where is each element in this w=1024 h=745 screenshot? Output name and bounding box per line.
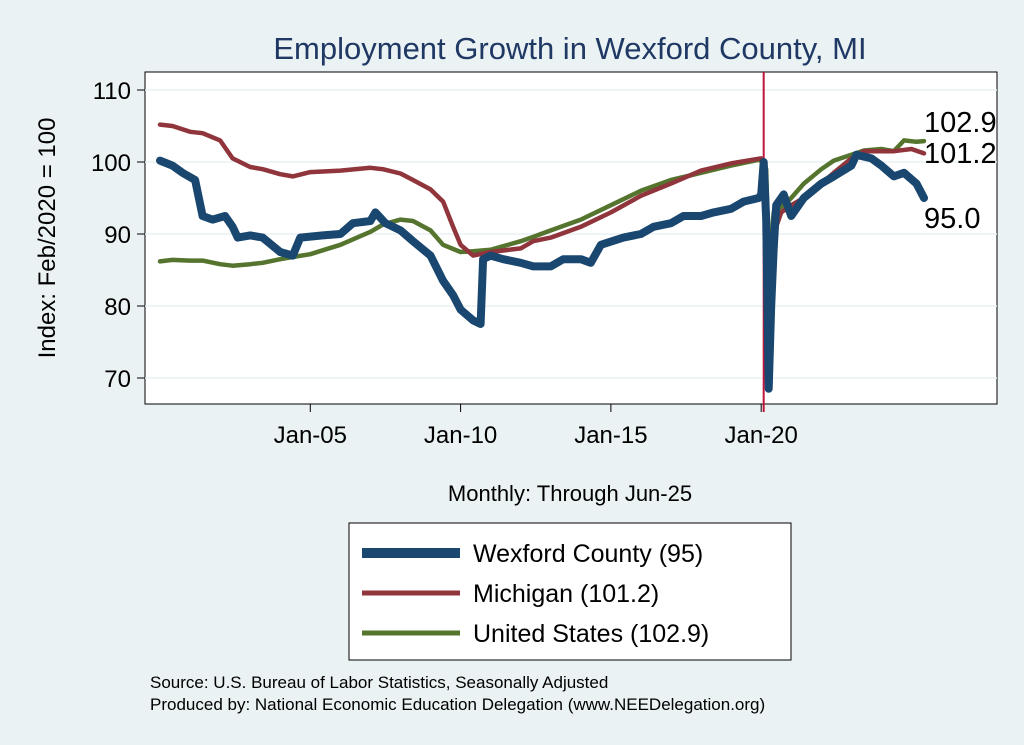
source-note: Source: U.S. Bureau of Labor Statistics,… bbox=[150, 673, 608, 692]
x-tick-label: Jan-05 bbox=[274, 422, 347, 449]
legend-label: Wexford County (95) bbox=[473, 540, 703, 568]
y-axis-title: Index: Feb/2020 = 100 bbox=[34, 118, 61, 359]
y-tick-label: 80 bbox=[104, 294, 131, 321]
y-tick-label: 90 bbox=[104, 222, 131, 249]
y-tick-label: 70 bbox=[104, 366, 131, 393]
legend-label: United States (102.9) bbox=[473, 620, 709, 648]
x-tick-label: Jan-20 bbox=[724, 422, 797, 449]
y-tick-label: 110 bbox=[93, 78, 131, 105]
series-line-united-states bbox=[157, 138, 927, 268]
legend-item-united-states: United States (102.9) bbox=[362, 620, 709, 648]
y-tick-label: 100 bbox=[91, 150, 131, 177]
plot-area bbox=[144, 71, 998, 405]
series-lines bbox=[156, 122, 928, 393]
legend-item-michigan: Michigan (101.2) bbox=[362, 580, 659, 608]
legend-label: Michigan (101.2) bbox=[473, 580, 659, 608]
chart-title: Employment Growth in Wexford County, MI bbox=[273, 31, 866, 66]
x-tick-label: Jan-10 bbox=[424, 422, 497, 449]
y-axis: 70 80 90 100 110 bbox=[91, 78, 145, 393]
legend: Wexford County (95) Michigan (101.2) Unite… bbox=[348, 522, 792, 661]
series-line-wexford bbox=[156, 150, 928, 393]
end-label-united-states: 102.9 bbox=[924, 107, 997, 139]
legend-item-wexford: Wexford County (95) bbox=[362, 540, 703, 568]
end-label-wexford: 95.0 bbox=[924, 203, 980, 235]
x-axis: Jan-05 Jan-10 Jan-15 Jan-20 bbox=[274, 404, 798, 449]
end-label-michigan: 101.2 bbox=[924, 138, 997, 170]
produced-by-note: Produced by: National Economic Education… bbox=[150, 695, 765, 714]
x-axis-title: Monthly: Through Jun-25 bbox=[448, 481, 692, 506]
x-tick-label: Jan-15 bbox=[574, 422, 647, 449]
